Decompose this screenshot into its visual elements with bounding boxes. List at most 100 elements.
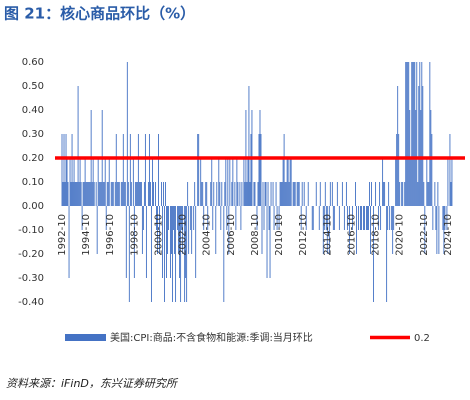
- bar: [294, 182, 296, 206]
- bar: [72, 182, 74, 206]
- bar: [451, 158, 453, 206]
- bar: [432, 206, 434, 230]
- bar: [292, 182, 294, 206]
- bar: [355, 182, 356, 206]
- bar: [449, 134, 451, 206]
- bar: [322, 206, 324, 254]
- bar: [149, 182, 151, 206]
- bar: [226, 206, 228, 230]
- bar: [398, 134, 400, 206]
- bar: [120, 182, 122, 206]
- bar: [79, 158, 81, 206]
- bar: [62, 182, 64, 206]
- bar: [428, 182, 430, 206]
- bar: [404, 182, 406, 206]
- bar: [110, 182, 112, 206]
- bar: [373, 206, 375, 302]
- bar: [193, 206, 195, 230]
- bar: [82, 182, 84, 206]
- bar: [73, 158, 75, 206]
- bar: [303, 182, 305, 206]
- bar: [261, 206, 263, 254]
- bar: [382, 158, 384, 206]
- y-tick-label: -0.20: [18, 249, 44, 260]
- bar: [247, 158, 249, 206]
- bar: [136, 182, 138, 206]
- bar: [395, 158, 397, 206]
- bar: [128, 206, 130, 302]
- bar: [248, 86, 250, 206]
- bar: [106, 182, 108, 206]
- bar: [267, 182, 269, 206]
- bar: [219, 182, 221, 206]
- bar: [363, 206, 364, 230]
- bar: [78, 182, 80, 206]
- bar: [228, 206, 230, 254]
- chart-title: 图 21：核心商品环比（%）: [4, 5, 195, 23]
- bar: [417, 182, 419, 206]
- bar: [421, 62, 423, 206]
- bar: [336, 182, 338, 206]
- bar: [167, 206, 168, 254]
- bar: [326, 206, 328, 254]
- bar: [224, 182, 226, 206]
- bar: [422, 86, 424, 206]
- bar: [345, 182, 347, 206]
- bar: [121, 182, 123, 206]
- bar: [260, 134, 262, 206]
- y-tick-label: 0.60: [22, 57, 44, 68]
- bar: [243, 158, 245, 206]
- bar: [134, 182, 136, 206]
- bar: [87, 182, 89, 206]
- bar: [427, 182, 429, 206]
- y-tick-label: 0.50: [22, 81, 44, 92]
- bar: [416, 62, 418, 206]
- bar: [185, 206, 187, 278]
- y-tick-label: 0.40: [22, 105, 44, 116]
- bar: [198, 134, 200, 206]
- bar: [402, 182, 404, 206]
- bar: [220, 206, 222, 230]
- bar: [157, 206, 158, 254]
- bar: [275, 182, 277, 206]
- bar: [325, 206, 327, 230]
- bar: [207, 206, 209, 230]
- bar: [127, 182, 129, 206]
- bar: [356, 206, 357, 254]
- bar: [153, 182, 154, 206]
- legend-label: 0.2: [414, 333, 430, 344]
- bar: [173, 206, 175, 230]
- bar: [371, 182, 372, 206]
- bar: [132, 158, 134, 206]
- bar: [148, 134, 150, 206]
- bar: [187, 182, 189, 206]
- bar: [263, 206, 265, 230]
- x-tick-label: 2006-10: [226, 214, 237, 256]
- bar: [272, 182, 274, 206]
- bar: [155, 182, 156, 206]
- y-tick-label: -0.30: [18, 273, 44, 284]
- bar: [319, 182, 321, 206]
- bar: [123, 182, 125, 206]
- bar: [234, 182, 236, 206]
- bar: [143, 182, 145, 206]
- bar: [366, 206, 367, 230]
- x-tick-label: 1994-10: [81, 214, 92, 256]
- bar: [182, 206, 184, 254]
- bar: [95, 182, 97, 206]
- bar: [122, 134, 124, 206]
- bar: [434, 182, 436, 206]
- bar: [156, 206, 157, 230]
- bar: [305, 206, 307, 230]
- bar: [135, 182, 137, 206]
- bar: [168, 206, 169, 230]
- bar: [104, 158, 106, 206]
- bar: [85, 182, 87, 206]
- bar: [75, 182, 77, 206]
- bar: [236, 158, 238, 206]
- x-tick-label: 2024-10: [443, 214, 454, 256]
- legend-swatch: [65, 334, 106, 341]
- bar: [158, 134, 159, 206]
- bar: [133, 206, 135, 278]
- bar: [65, 134, 67, 206]
